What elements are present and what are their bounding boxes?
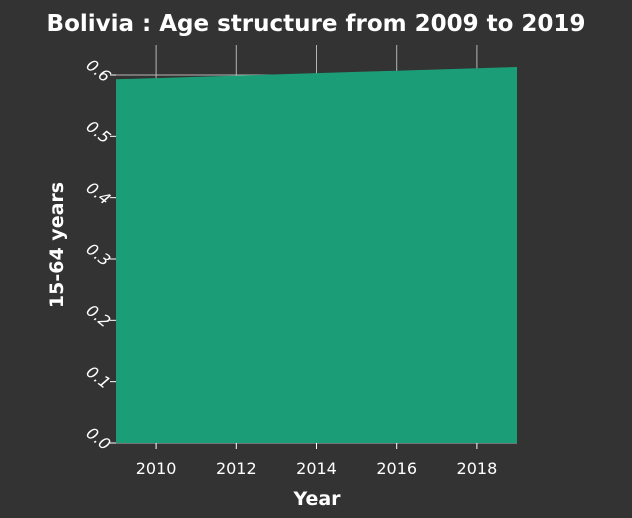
x-tick-label-2014: 2014 bbox=[296, 459, 337, 478]
y-tick-label-1: 0.1 bbox=[83, 362, 115, 393]
y-axis-label: 15-64 years bbox=[46, 182, 68, 308]
y-tick-label-6: 0.6 bbox=[83, 55, 115, 86]
y-tick-label-0: 0.0 bbox=[83, 423, 115, 454]
y-tick-label-3: 0.3 bbox=[83, 239, 115, 270]
area-series-15-64 bbox=[116, 67, 517, 443]
area-layer bbox=[116, 67, 517, 443]
x-tick-label-2018: 2018 bbox=[457, 459, 498, 478]
x-tick-label-2012: 2012 bbox=[216, 459, 257, 478]
y-tick-label-2: 0.2 bbox=[83, 301, 115, 332]
x-axis-label: Year bbox=[292, 488, 341, 510]
y-tick-label-5: 0.5 bbox=[83, 117, 115, 148]
y-tick-label-4: 0.4 bbox=[83, 178, 115, 209]
x-tick-label-2010: 2010 bbox=[136, 459, 177, 478]
chart-title: Bolivia : Age structure from 2009 to 201… bbox=[47, 11, 586, 37]
x-tick-label-2016: 2016 bbox=[376, 459, 417, 478]
